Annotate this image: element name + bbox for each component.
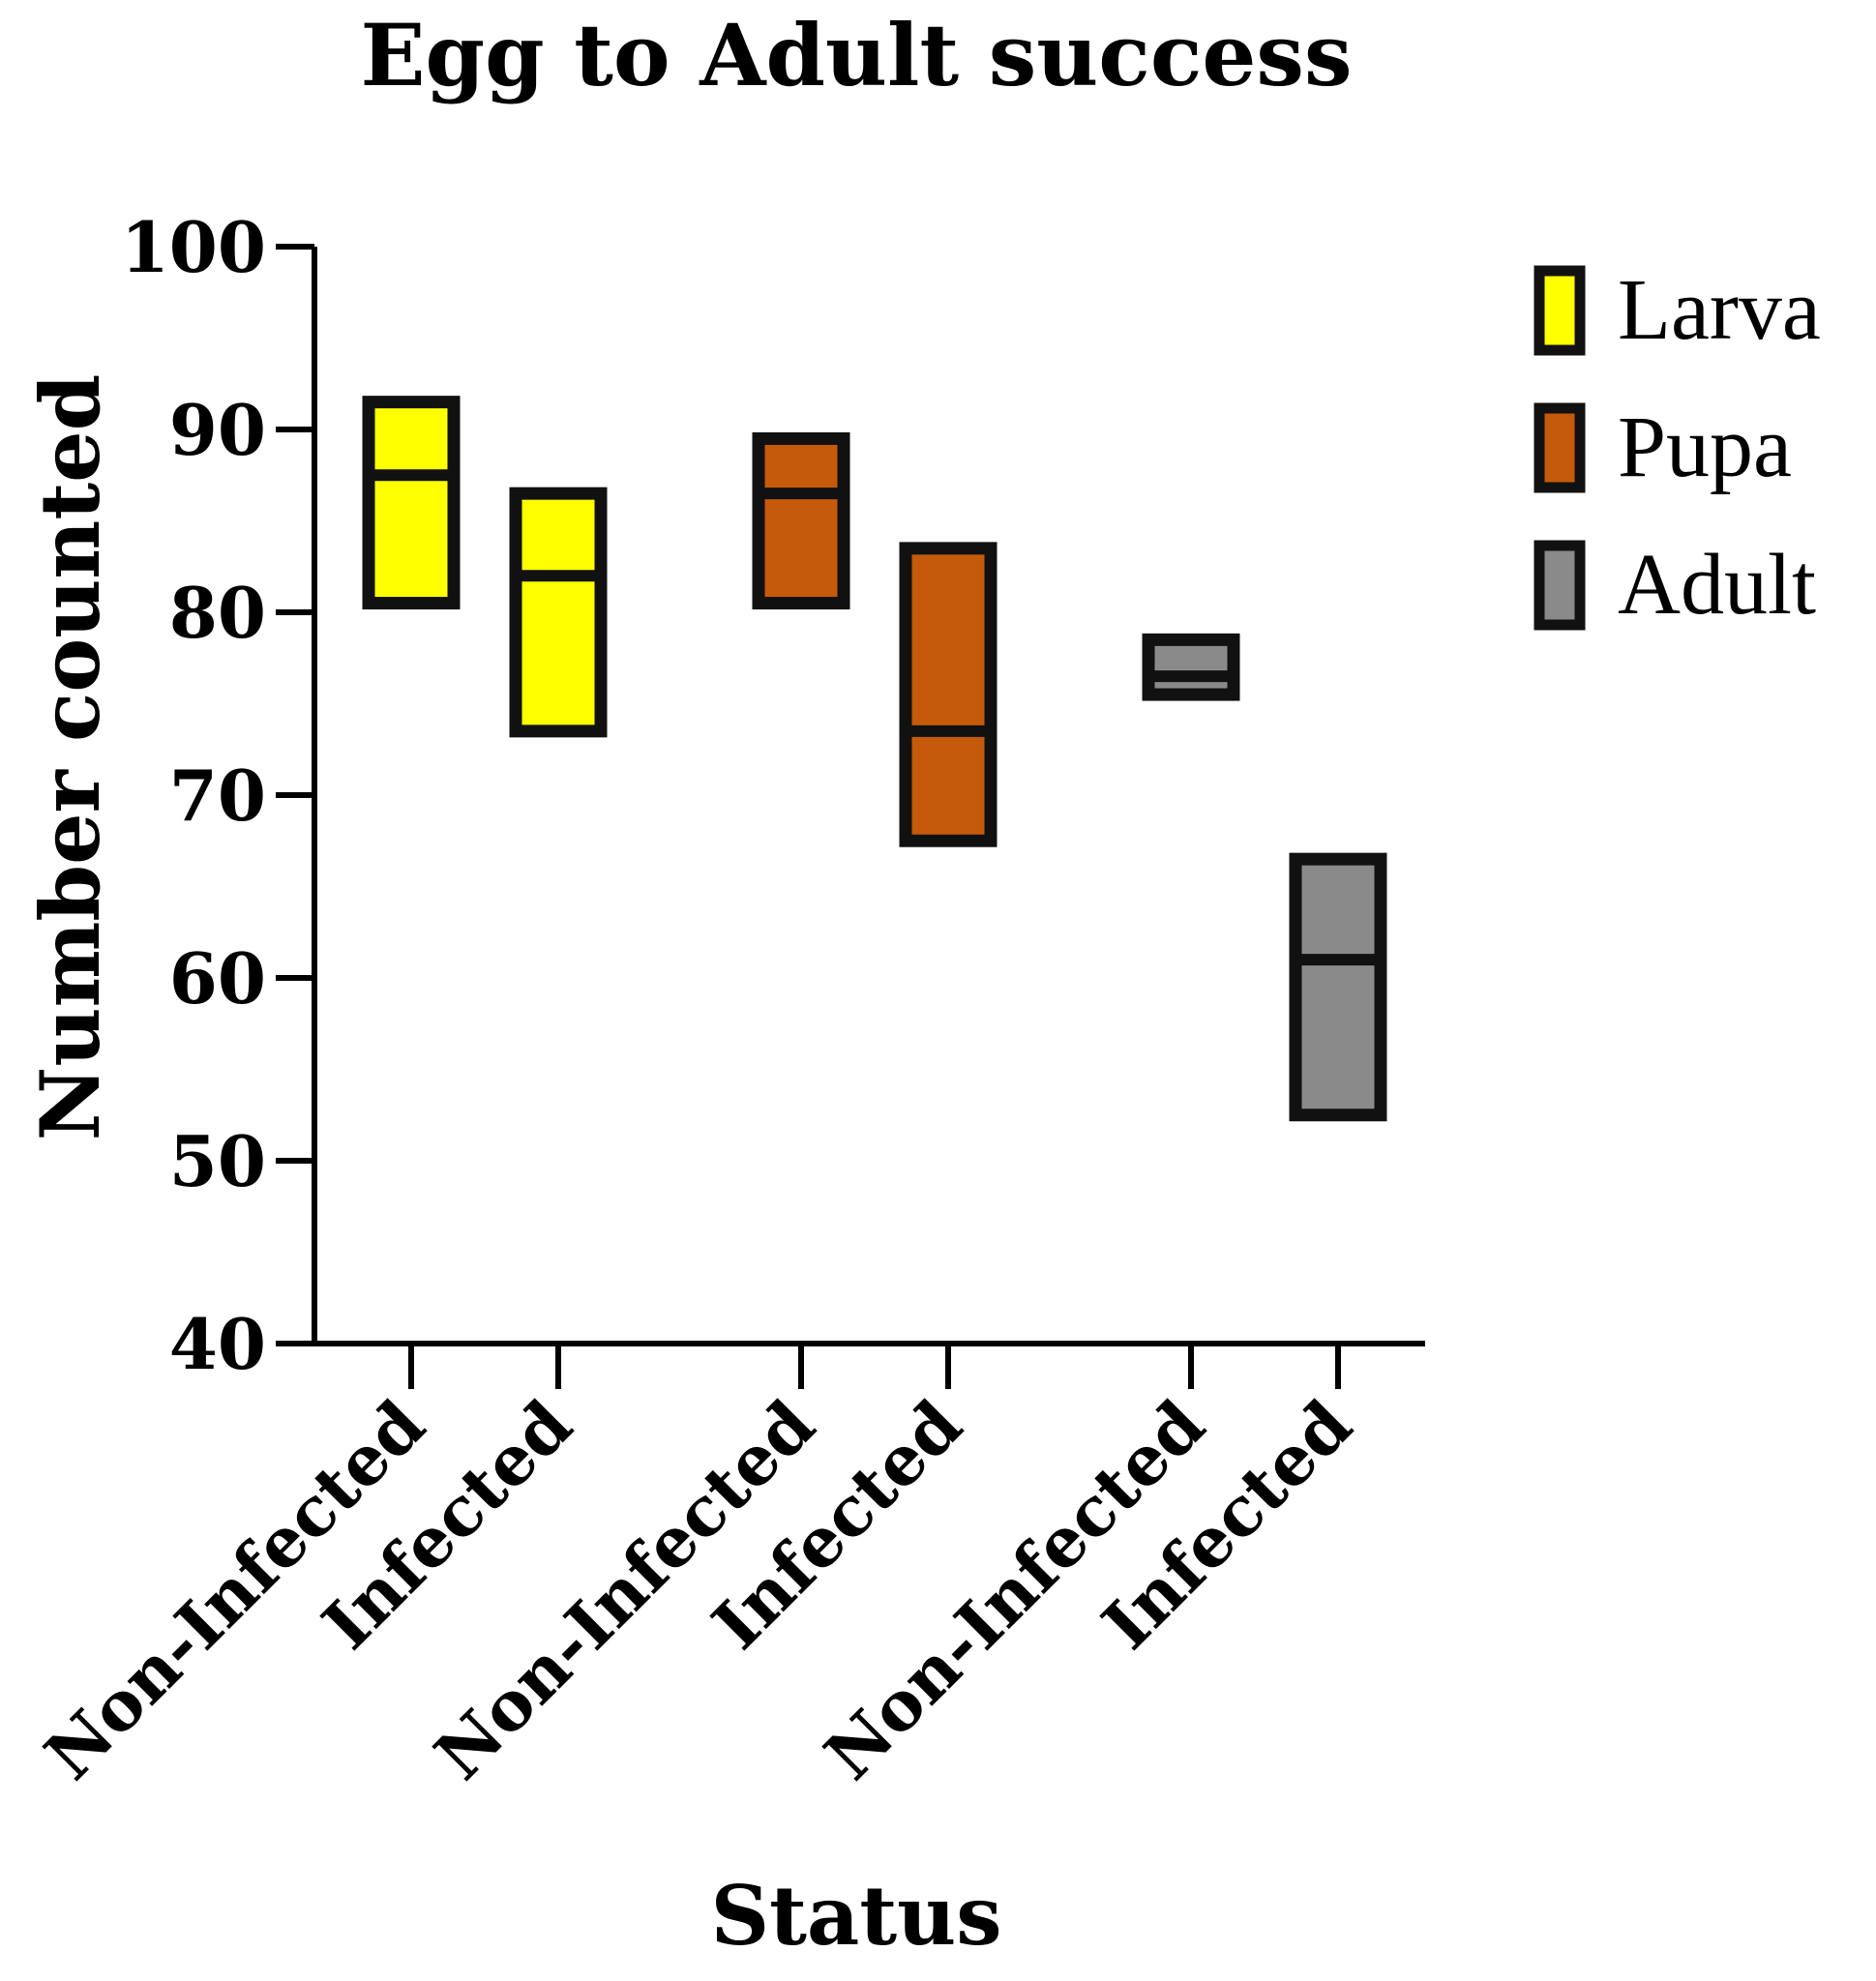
plot-area [362,396,1387,1122]
y-tick-label: 60 [169,937,266,1020]
y-axis-title: Number counted [22,374,118,1141]
legend-label-larva: Larva [1618,262,1821,358]
box-larva [362,396,461,610]
tick-labels: 405060708090100Non-InfectedInfectedNon-I… [30,206,1368,1795]
legend-swatch-adult [1534,540,1586,631]
legend-swatch-larva [1534,265,1586,356]
x-axis-title: Status [710,1868,1001,1964]
box-pupa [752,431,850,610]
y-tick-label: 80 [169,572,266,654]
box-pupa [899,542,998,847]
y-tick-label: 70 [169,754,266,837]
legend-label-pupa: Pupa [1618,399,1792,495]
y-tick-label: 40 [169,1303,266,1385]
y-tick-label: 50 [169,1120,266,1202]
chart-title: Egg to Adult success [360,5,1352,105]
box-larva [509,487,608,738]
box-adult [1289,852,1387,1122]
legend-label-adult: Adult [1618,537,1816,633]
y-tick-label: 100 [121,206,266,288]
box-adult [1142,633,1240,701]
y-tick-label: 90 [169,389,266,471]
axes [276,244,1425,1389]
legend-swatch-pupa [1534,402,1586,493]
legend: Larva Pupa Adult [1534,262,1821,633]
